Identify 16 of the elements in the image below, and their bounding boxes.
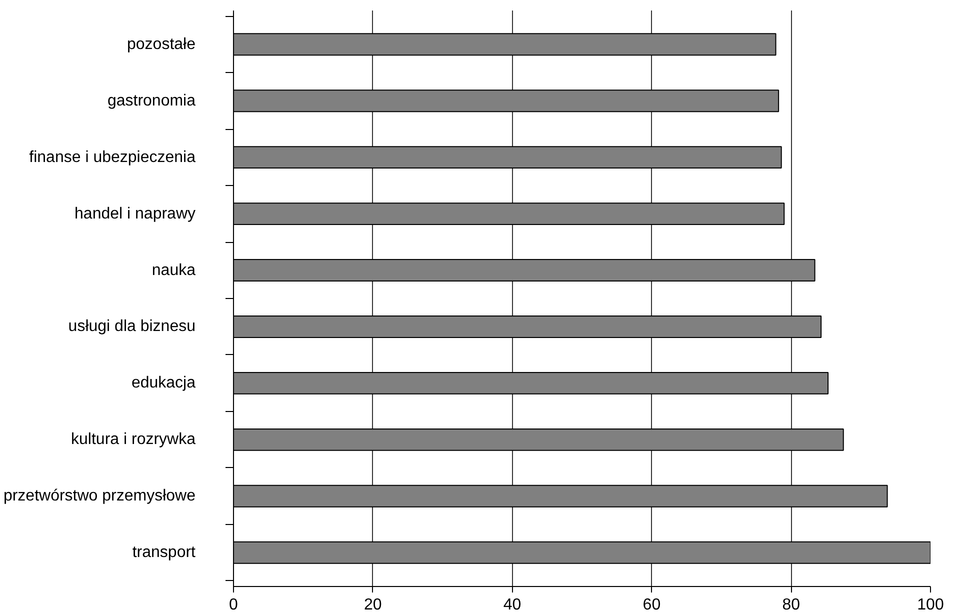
x-tick-label: 80 (782, 596, 800, 614)
x-tick-label: 40 (503, 596, 522, 614)
x-tick-label: 60 (642, 596, 661, 614)
y-tick-label: handel i naprawy (74, 205, 196, 222)
y-tick-label: usługi dla biznesu (68, 318, 196, 336)
y-tick-label: kultura i rozrywka (71, 431, 196, 448)
y-tick-label: przetwórstwo przemysłowe (3, 488, 196, 505)
y-tick-label: finanse i ubezpieczenia (29, 148, 196, 166)
y-tick-label: edukacja (131, 374, 196, 392)
y-tick-label: transport (132, 544, 196, 562)
x-tick-label: 100 (917, 596, 944, 614)
y-tick-label: pozostałe (127, 36, 196, 53)
x-tick-label: 20 (364, 596, 382, 614)
y-tick-label: gastronomia (107, 92, 196, 110)
x-tick-label: 0 (229, 596, 238, 614)
y-tick-label: nauka (152, 262, 196, 279)
